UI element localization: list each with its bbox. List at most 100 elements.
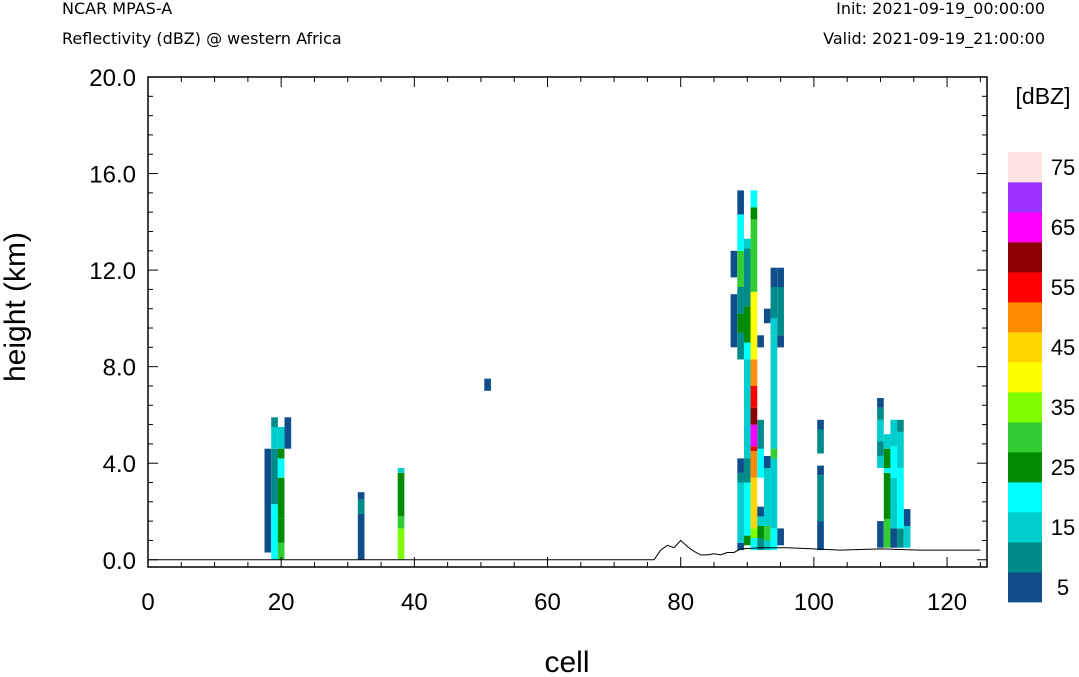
plot-axes: 0 20 40 60 80 100 120 0.0 4.0 8.0 12.0 16.0 20.0 [89, 65, 988, 616]
reflectivity-cell [737, 313, 744, 333]
x-tick-label: 20 [268, 589, 295, 616]
reflectivity-cell [897, 468, 904, 529]
y-tick-label: 8.0 [103, 355, 136, 382]
reflectivity-cell [271, 448, 278, 505]
colorbar-swatch [1008, 452, 1042, 483]
reflectivity-cell [763, 526, 771, 541]
reflectivity-cell [763, 468, 771, 526]
reflectivity-cell [777, 267, 784, 287]
reflectivity-cell [271, 427, 278, 449]
reflectivity-cell [750, 407, 758, 425]
reflectivity-cell [890, 528, 898, 548]
reflectivity-cell [284, 417, 292, 449]
reflectivity-cell [277, 458, 285, 478]
chart-subtitle: Reflectivity (dBZ) @ western Africa [62, 29, 342, 48]
reflectivity-cell [890, 419, 898, 447]
x-tick-label: 0 [141, 589, 154, 616]
init-time: Init: 2021-09-19_00:00:00 [836, 0, 1045, 18]
valid-time: Valid: 2021-09-19_21:00:00 [823, 29, 1045, 48]
colorbar-swatch [1008, 422, 1042, 453]
reflectivity-cell [750, 538, 758, 551]
reflectivity-cell [737, 542, 744, 551]
reflectivity-cell [484, 378, 491, 391]
reflectivity-cell [750, 424, 758, 447]
reflectivity-cell [397, 472, 405, 517]
reflectivity-cell [777, 335, 784, 348]
x-axis-label: cell [544, 646, 589, 677]
y-tick-label: 20.0 [89, 65, 136, 92]
reflectivity-cell [277, 427, 285, 449]
reflectivity-cell [877, 456, 884, 469]
reflectivity-cell [271, 417, 278, 427]
colorbar-tick-label: 5 [1057, 575, 1069, 600]
reflectivity-cell [883, 468, 891, 473]
colorbar-swatch [1008, 332, 1042, 363]
reflectivity-cell [817, 521, 824, 551]
reflectivity-cell [277, 477, 285, 519]
reflectivity-cell [397, 516, 405, 529]
reflectivity-cell [890, 477, 898, 529]
colorbar-tick-label: 75 [1051, 155, 1075, 180]
reflectivity-cell [877, 521, 884, 548]
reflectivity-cell [271, 504, 278, 560]
reflectivity-cell [757, 419, 764, 449]
reflectivity-cell [277, 542, 285, 560]
colorbar-tick-label: 55 [1051, 275, 1075, 300]
colorbar-tick-label: 65 [1051, 215, 1075, 240]
reflectivity-cell [817, 419, 824, 430]
reflectivity-cell [744, 342, 751, 360]
reflectivity-cell [757, 448, 764, 478]
reflectivity-cell [737, 250, 744, 287]
reflectivity-cell [750, 219, 758, 292]
reflectivity-cell [750, 528, 758, 539]
reflectivity-cell [883, 434, 891, 449]
reflectivity-cell [770, 318, 778, 336]
reflectivity-cell [817, 429, 824, 454]
reflectivity-cell [817, 465, 824, 476]
reflectivity-cell [770, 528, 778, 551]
reflectivity-cell [763, 540, 771, 551]
colorbar-tick-label: 25 [1051, 455, 1075, 480]
reflectivity-cell [357, 499, 365, 514]
reflectivity-cell [777, 287, 784, 336]
reflectivity-cell [770, 335, 778, 449]
reflectivity-cell [897, 419, 904, 432]
x-tick-label: 100 [794, 589, 834, 616]
x-tick-label: 40 [401, 589, 428, 616]
y-tick-label: 12.0 [89, 258, 136, 285]
colorbar-unit-label: [dBZ] [1016, 83, 1071, 109]
reflectivity-cell [877, 419, 884, 442]
colorbar-swatch [1008, 362, 1042, 393]
reflectivity-cell [750, 446, 758, 452]
reflectivity-cell [730, 294, 738, 348]
y-tick-label: 16.0 [89, 162, 136, 189]
reflectivity-cell [737, 458, 744, 473]
reflectivity-cell [737, 332, 744, 360]
x-tick-label: 80 [667, 589, 694, 616]
reflectivity-cell [883, 472, 891, 519]
reflectivity-cell [770, 448, 778, 459]
reflectivity-cell [744, 238, 751, 249]
reflectivity-cell [744, 535, 751, 546]
reflectivity-cell [277, 448, 285, 459]
reflectivity-cell [777, 528, 784, 546]
reflectivity-cell [757, 516, 764, 526]
reflectivity-cell [737, 287, 744, 314]
reflectivity-cell [757, 506, 764, 517]
colorbar-swatch [1008, 512, 1042, 543]
reflectivity-cell [770, 267, 778, 287]
reflectivity-cell [397, 528, 405, 560]
reflectivity-cell [817, 475, 824, 522]
x-tick-label: 60 [534, 589, 561, 616]
colorbar-tick-label: 45 [1051, 335, 1075, 360]
y-tick-label: 4.0 [103, 451, 136, 478]
reflectivity-cell [744, 458, 751, 483]
reflectivity-cell [750, 451, 758, 478]
colorbar-swatch [1008, 572, 1042, 603]
x-tick-label: 120 [927, 589, 967, 616]
reflectivity-cell [897, 528, 904, 548]
reflectivity-cell [750, 291, 758, 360]
colorbar-swatch [1008, 182, 1042, 213]
reflectivity-cell [357, 513, 365, 560]
